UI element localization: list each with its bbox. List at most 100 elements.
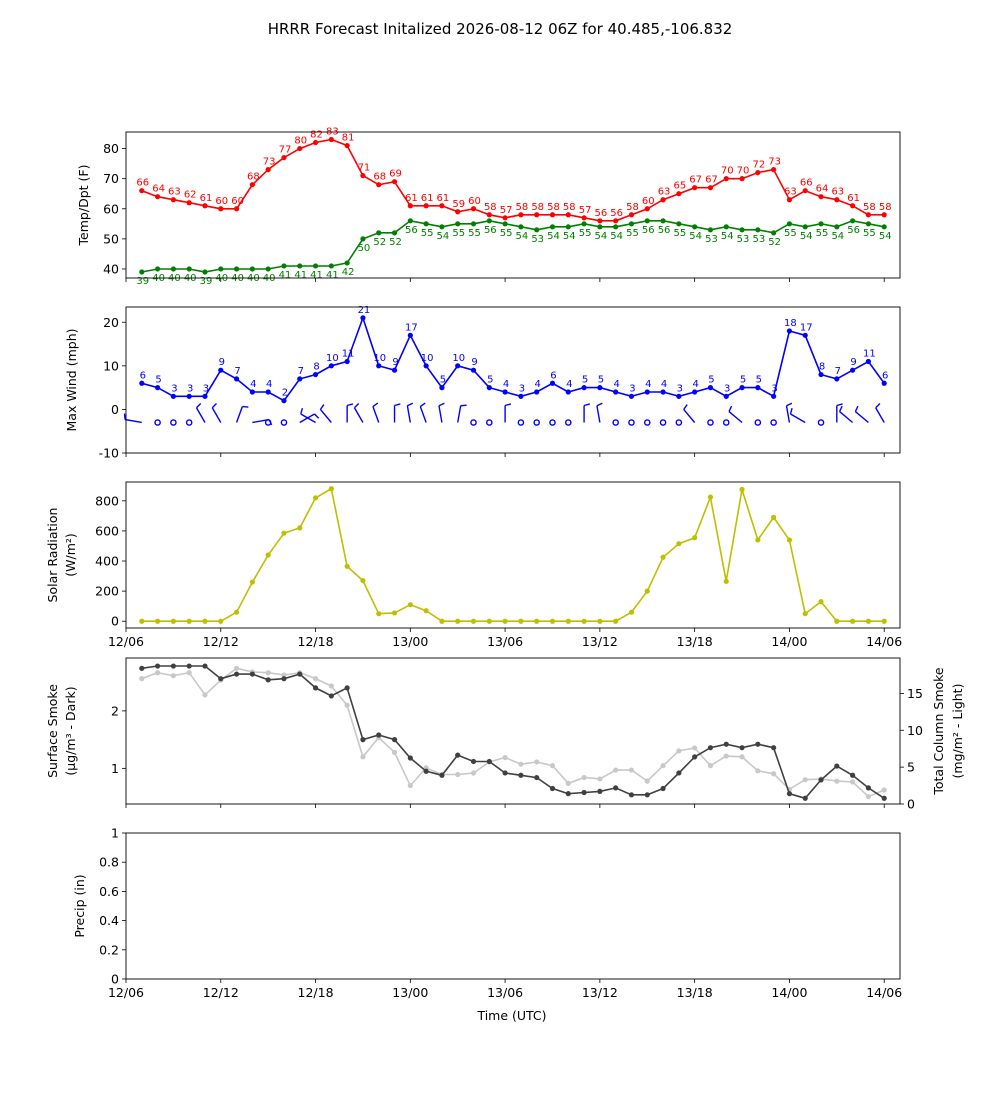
data-label-dewpoint: 41: [310, 270, 323, 281]
data-label-temp: 77: [279, 145, 292, 156]
data-point-smoke_surface: [723, 741, 729, 747]
data-label-dewpoint: 54: [879, 231, 892, 242]
y-right-axis-units: (mg/m² - Light): [950, 684, 965, 779]
data-point-smoke_column: [707, 763, 714, 769]
wind-barb-flag: [838, 405, 843, 412]
data-point-smoke_column: [518, 761, 524, 767]
data-point-dewpoint: [881, 224, 887, 230]
data-label-temp: 67: [705, 175, 718, 186]
data-point-smoke_surface: [628, 792, 635, 798]
data-point-solar: [202, 618, 208, 624]
data-point-smoke_surface: [170, 663, 176, 669]
data-point-smoke_column: [391, 749, 398, 755]
wind-barb: [683, 404, 696, 423]
wind-barb: [353, 403, 364, 423]
data-label-temp: 70: [737, 166, 750, 177]
x-tick-label: 14/00: [771, 634, 807, 649]
data-label-dewpoint: 53: [705, 234, 718, 245]
wind-barb-flag: [786, 402, 793, 407]
data-label-temp: 80: [294, 136, 307, 147]
data-point-temp: [486, 212, 492, 218]
data-point-wind: [771, 393, 777, 399]
wind-barb-calm: [280, 419, 288, 426]
data-label-wind: 21: [358, 305, 371, 316]
wind-barb: [596, 402, 603, 423]
data-label-dewpoint: 55: [500, 228, 513, 239]
data-point-smoke_surface: [202, 663, 208, 669]
y-tick-label: 60: [103, 201, 119, 216]
data-point-dewpoint: [312, 263, 319, 269]
wind-barb: [346, 403, 354, 423]
data-point-wind: [360, 315, 366, 321]
data-label-dewpoint: 55: [673, 228, 686, 239]
data-point-solar: [486, 618, 492, 624]
y-axis-label: Max Wind (mph): [64, 329, 79, 432]
wind-barb-flag: [583, 403, 591, 407]
data-label-wind: 7: [835, 366, 841, 377]
data-point-dewpoint: [470, 221, 477, 227]
wind-barb-flag: [211, 403, 218, 409]
wind-barb-flag: [419, 402, 426, 408]
data-label-dewpoint: 55: [626, 228, 639, 239]
panel-frame: [125, 131, 901, 279]
data-point-temp: [154, 194, 161, 200]
data-label-wind: 2: [282, 388, 288, 399]
y-axis-label: Temp/Dpt (F): [76, 165, 91, 247]
data-point-temp: [218, 206, 224, 212]
wind-barb-staff: [372, 406, 380, 423]
data-point-dewpoint: [565, 224, 571, 230]
data-point-smoke_column: [502, 754, 508, 761]
data-label-wind: 11: [863, 348, 876, 359]
series-line-smoke_column: [141, 667, 885, 798]
data-point-wind: [154, 385, 161, 391]
data-point-smoke_surface: [186, 663, 192, 669]
data-point-smoke_column: [565, 780, 571, 786]
data-point-wind: [423, 363, 429, 369]
data-label-wind: 5: [756, 375, 762, 386]
data-label-wind: 3: [629, 383, 635, 394]
data-point-dewpoint: [455, 221, 461, 227]
y-right-tick-label: 0: [907, 797, 915, 812]
data-label-wind: 4: [566, 379, 572, 390]
wind-barb: [785, 402, 793, 423]
y-right-tick-label: 5: [907, 760, 915, 775]
data-label-wind: 5: [708, 375, 714, 386]
data-point-smoke_surface: [455, 752, 461, 758]
data-label-temp: 63: [784, 187, 797, 198]
data-point-smoke_surface: [865, 785, 872, 791]
data-point-dewpoint: [802, 224, 808, 230]
data-label-temp: 68: [247, 172, 260, 183]
x-tick-label: 13/06: [487, 634, 523, 649]
x-tick-label: 13/06: [487, 985, 523, 1000]
data-label-temp: 67: [689, 175, 702, 186]
data-point-smoke_column: [881, 787, 887, 793]
data-point-temp: [818, 194, 824, 200]
data-point-smoke_surface: [707, 745, 714, 751]
y-tick-label: 20: [103, 315, 119, 330]
data-point-solar: [850, 618, 856, 624]
wind-barb-staff: [406, 405, 412, 423]
data-point-smoke_surface: [249, 671, 255, 677]
y-axis-label: Solar Radiation: [45, 508, 60, 603]
data-label-dewpoint: 55: [863, 228, 876, 239]
data-point-temp: [850, 203, 856, 209]
data-point-wind: [549, 380, 556, 386]
data-label-dewpoint: 56: [658, 225, 671, 236]
data-point-dewpoint: [249, 266, 255, 272]
data-point-dewpoint: [423, 221, 429, 227]
data-point-smoke_surface: [344, 685, 350, 691]
data-point-smoke_surface: [154, 663, 161, 669]
wind-barb-calm: [817, 419, 825, 426]
x-tick-label: 12/12: [203, 985, 239, 1000]
y-tick-label: 400: [95, 554, 119, 569]
data-label-dewpoint: 55: [816, 228, 829, 239]
data-label-temp: 62: [184, 190, 197, 201]
data-point-temp: [881, 212, 887, 218]
x-tick-label: 12/18: [298, 634, 334, 649]
data-label-dewpoint: 54: [516, 231, 529, 242]
data-point-wind: [407, 332, 413, 338]
data-point-solar: [707, 494, 714, 500]
data-point-dewpoint: [328, 263, 334, 269]
data-point-smoke_surface: [423, 768, 429, 774]
data-point-smoke_column: [154, 670, 161, 676]
